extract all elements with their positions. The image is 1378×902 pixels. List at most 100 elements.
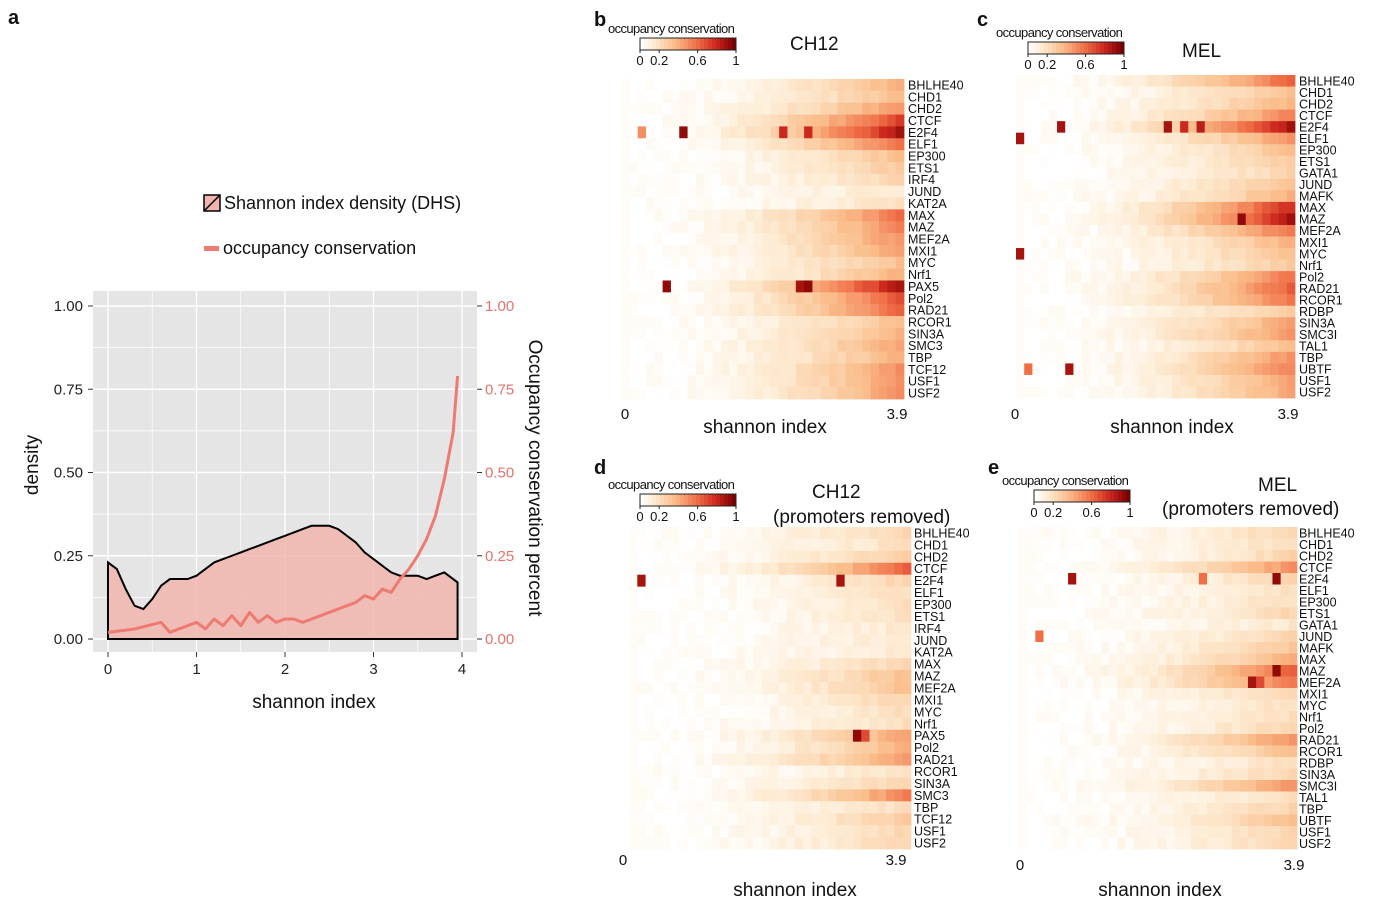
row-label: RAD21 <box>1299 733 1339 747</box>
heatmap-cell <box>862 387 872 400</box>
heatmap-cell <box>720 562 729 576</box>
heatmap-cell <box>1100 734 1110 746</box>
heatmap-cell <box>778 825 787 838</box>
heatmap-cell <box>1215 791 1224 804</box>
heatmap-cell <box>729 90 738 104</box>
heatmap-cell <box>703 670 713 683</box>
heatmap-cell <box>1247 573 1257 585</box>
heatmap-cell <box>1147 386 1156 399</box>
heatmap-cell <box>1158 653 1167 666</box>
heatmap-cell <box>1114 271 1124 284</box>
row-label: USF2 <box>914 837 946 851</box>
heatmap-cell <box>1253 144 1263 157</box>
heatmap-cell <box>887 387 897 400</box>
heatmap-cell <box>1035 550 1044 562</box>
colorbar-segment <box>1082 490 1087 502</box>
heatmap-cell <box>836 646 846 659</box>
row-label: UBTF <box>1299 814 1332 828</box>
colorbar-segment <box>1078 490 1083 502</box>
heatmap-cell <box>687 789 696 802</box>
heatmap-cell <box>787 268 797 281</box>
heatmap-cell <box>737 102 747 115</box>
heatmap-cell <box>1035 803 1044 815</box>
heatmap-cell <box>678 837 688 850</box>
heatmap-cell <box>629 610 638 623</box>
heatmap-cell <box>695 765 705 778</box>
heatmap-cell <box>1256 573 1265 585</box>
heatmap-cell <box>877 693 887 707</box>
heatmap-cell <box>754 256 763 270</box>
heatmap-cell <box>1253 271 1263 284</box>
heatmap-cell <box>1247 653 1257 666</box>
heatmap-cell <box>1092 538 1102 551</box>
heatmap-cell <box>902 813 912 826</box>
heatmap-cell <box>1114 155 1124 168</box>
heatmap-cell <box>1133 734 1143 746</box>
heatmap-cell <box>1262 201 1271 214</box>
heatmap-cell <box>687 550 696 564</box>
heatmap-cell <box>1190 584 1200 597</box>
heatmap-cell <box>687 173 697 187</box>
heatmap-cell <box>819 825 829 838</box>
heatmap-cell <box>778 837 787 850</box>
heatmap-cell <box>1270 155 1279 168</box>
heatmap-cell <box>687 327 697 341</box>
colorbar-tick-label: 0 <box>636 53 643 68</box>
heatmap-cell <box>1198 561 1208 574</box>
heatmap-cell <box>1035 688 1044 700</box>
heatmap-cell <box>854 304 863 317</box>
heatmap-cell <box>621 150 630 163</box>
heatmap-cell <box>711 729 721 743</box>
heatmap-cell <box>1171 86 1181 99</box>
heatmap-cell <box>828 753 837 766</box>
heatmap-cell <box>653 586 663 599</box>
heatmap-cell <box>803 610 812 623</box>
heatmap-cell <box>729 256 738 270</box>
heatmap-cell <box>1262 248 1271 260</box>
heatmap-cell <box>1245 86 1255 99</box>
heatmap-cell <box>637 825 646 838</box>
heatmap-cell <box>1098 201 1107 214</box>
heatmap-cell <box>1245 201 1255 214</box>
heatmap-cell <box>1278 75 1288 87</box>
heatmap-cell <box>861 813 870 826</box>
heatmap-cell <box>1264 619 1273 631</box>
heatmap-cell <box>829 209 838 222</box>
heatmap-cell <box>703 729 713 743</box>
heatmap-cell <box>844 682 854 695</box>
heatmap-cell <box>1196 386 1206 399</box>
heatmap-cell <box>1141 596 1151 608</box>
heatmap-cell <box>1122 259 1132 272</box>
heatmap-cell <box>1253 201 1263 214</box>
heatmap-cell <box>1098 271 1107 284</box>
heatmap-cell <box>1024 109 1033 122</box>
heatmap-cell <box>819 813 829 826</box>
heatmap-cell <box>779 138 788 151</box>
heatmap-cell <box>670 837 680 850</box>
heatmap-cell <box>1204 259 1214 272</box>
heatmap-cell <box>728 610 738 623</box>
heatmap-cell <box>804 90 813 104</box>
heatmap-cell <box>1239 734 1249 746</box>
heatmap-cell <box>695 801 705 814</box>
heatmap-cell <box>786 825 796 838</box>
heatmap-cell <box>687 562 696 576</box>
heatmap-cell <box>662 351 672 364</box>
heatmap-cell <box>695 363 705 376</box>
heatmap-cell <box>1068 699 1077 712</box>
heatmap-cell <box>837 244 847 258</box>
heatmap-cell <box>887 339 897 352</box>
heatmap-cell <box>754 90 763 104</box>
heatmap-cell <box>787 102 797 115</box>
heatmap-cell <box>703 562 713 576</box>
x-tick-label: 0 <box>619 852 627 869</box>
row-label: MAZ <box>914 670 941 684</box>
heatmap-cell <box>1229 167 1238 180</box>
heatmap-cell <box>720 598 729 611</box>
heatmap-cell <box>687 161 697 175</box>
colorbar-tick-label: 0 <box>1030 505 1037 520</box>
heatmap-cell <box>1256 653 1265 666</box>
heatmap-cell <box>778 550 787 564</box>
heatmap-cell <box>770 622 779 635</box>
